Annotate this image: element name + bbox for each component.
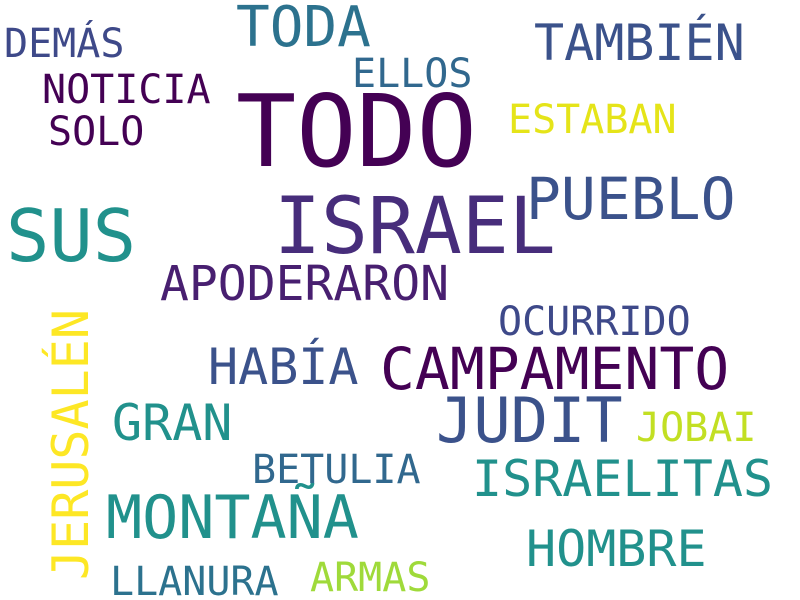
word-apoderaron: APODERARON xyxy=(160,256,449,312)
word-armas: ARMAS xyxy=(310,555,431,600)
word-campamento: CAMPAMENTO xyxy=(380,335,730,403)
word-noticia: NOTICIA xyxy=(42,67,211,113)
word-israelitas: ISRAELITAS xyxy=(472,450,774,508)
word-tambien: TAMBIÉN xyxy=(534,14,745,72)
word-hombre: HOMBRE xyxy=(526,520,707,578)
word-demas: DEMÁS xyxy=(4,21,125,67)
word-sus: SUS xyxy=(6,194,137,278)
word-habia: HABÍA xyxy=(208,338,359,396)
word-toda: TODA xyxy=(236,0,371,60)
word-estaban: ESTABAN xyxy=(508,97,677,143)
word-jerusalen: JERUSALÉN xyxy=(42,309,100,580)
word-todo: TODO xyxy=(236,73,477,190)
word-judit: JUDIT xyxy=(436,384,623,457)
word-jobai: JOBAI xyxy=(636,405,757,451)
word-pueblo: PUEBLO xyxy=(526,165,736,233)
word-betulia: BETULIA xyxy=(252,447,421,493)
word-ocurrido: OCURRIDO xyxy=(498,299,691,345)
word-gran: GRAN xyxy=(112,394,233,452)
word-montana: MONTAÑA xyxy=(106,483,359,553)
word-llanura: LLANURA xyxy=(110,559,279,600)
word-ellos: ELLOS xyxy=(352,51,473,97)
word-israel: ISRAEL xyxy=(274,182,556,272)
word-solo: SOLO xyxy=(48,109,145,155)
